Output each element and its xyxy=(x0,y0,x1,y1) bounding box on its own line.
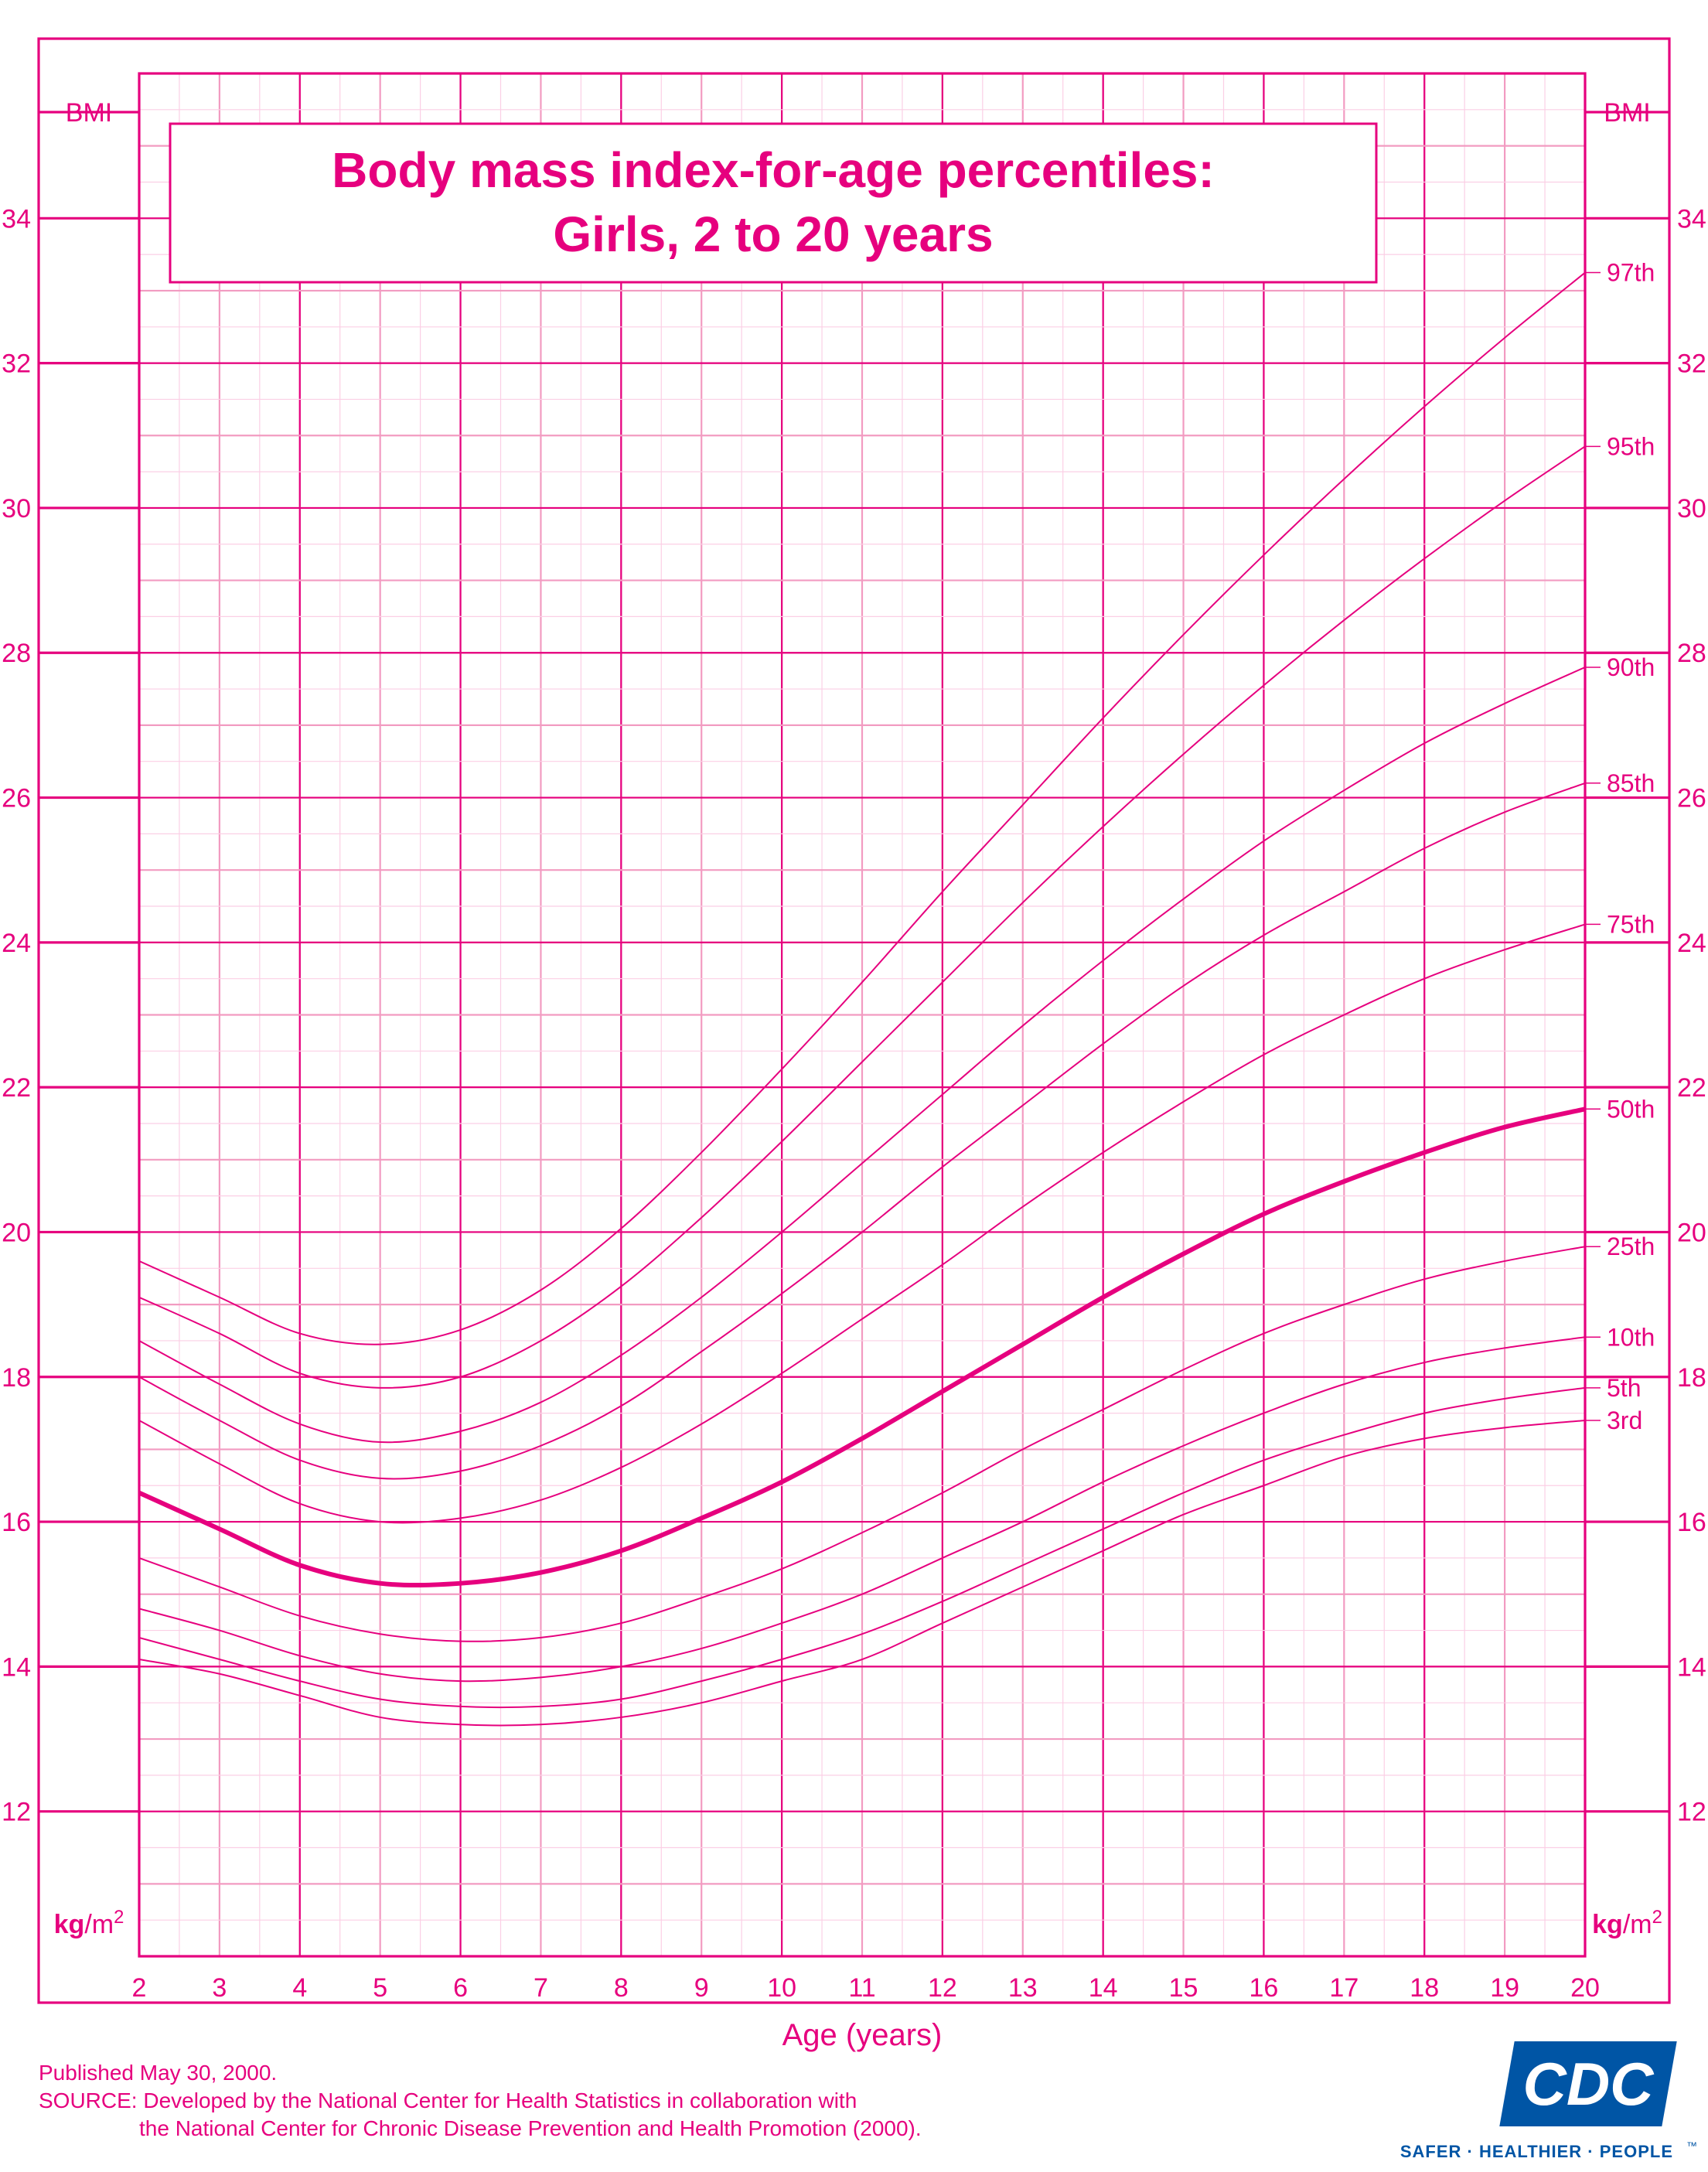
cdc-logo: CDC xyxy=(1499,2041,1676,2131)
y-tick-label-right: 18 xyxy=(1677,1363,1706,1393)
chart-title-line1: Body mass index-for-age percentiles: xyxy=(332,142,1215,198)
x-axis-label: Age (years) xyxy=(782,2018,943,2052)
x-tick-label: 13 xyxy=(1008,1973,1038,2003)
y-tick-label-left: 32 xyxy=(2,349,31,379)
y-tick-label-right: 20 xyxy=(1677,1218,1706,1247)
percentile-label: 5th xyxy=(1607,1374,1641,1402)
y-tick-label-right: 24 xyxy=(1677,929,1706,958)
cdc-tagline: SAFER · HEALTHIER · PEOPLE xyxy=(1400,2142,1673,2161)
y-tick-label-left: 18 xyxy=(2,1363,31,1393)
y-tick-label-left: 28 xyxy=(2,639,31,668)
y-tick-label-left: 30 xyxy=(2,494,31,523)
y-tick-label-right: 22 xyxy=(1677,1073,1706,1103)
y-tick-label-right: 32 xyxy=(1677,349,1706,379)
x-tick-label: 2 xyxy=(132,1973,147,2003)
chart-title-line2: Girls, 2 to 20 years xyxy=(553,206,993,262)
percentile-label: 3rd xyxy=(1607,1407,1642,1434)
y-tick-label-left: 12 xyxy=(2,1798,31,1827)
x-tick-label: 5 xyxy=(373,1973,387,2003)
source-line2: the National Center for Chronic Disease … xyxy=(139,2116,922,2140)
x-tick-label: 15 xyxy=(1169,1973,1198,2003)
x-tick-label: 3 xyxy=(212,1973,227,2003)
y-tick-label-left: 24 xyxy=(2,929,31,958)
y-top-label-left: BMI xyxy=(66,98,112,128)
x-tick-label: 18 xyxy=(1410,1973,1439,2003)
bmi-chart: 234567891011121314151617181920Age (years… xyxy=(0,0,1708,2172)
percentile-label: 50th xyxy=(1607,1095,1655,1123)
x-tick-label: 7 xyxy=(534,1973,548,2003)
x-tick-label: 10 xyxy=(767,1973,796,2003)
x-tick-label: 11 xyxy=(848,1973,875,2003)
x-tick-label: 9 xyxy=(694,1973,709,2003)
y-tick-label-right: 16 xyxy=(1677,1508,1706,1537)
y-tick-label-left: 14 xyxy=(2,1652,31,1682)
grid xyxy=(39,73,1669,1956)
y-tick-label-right: 34 xyxy=(1677,204,1706,234)
y-unit-right: kg/m2 xyxy=(1592,1907,1662,1940)
x-tick-label: 20 xyxy=(1570,1973,1600,2003)
y-tick-label-right: 30 xyxy=(1677,494,1706,523)
y-tick-label-right: 12 xyxy=(1677,1798,1706,1827)
percentile-label: 10th xyxy=(1607,1323,1655,1351)
percentile-label: 25th xyxy=(1607,1233,1655,1260)
x-tick-label: 8 xyxy=(614,1973,629,2003)
percentile-label: 85th xyxy=(1607,769,1655,797)
y-tick-label-right: 28 xyxy=(1677,639,1706,668)
x-tick-label: 12 xyxy=(928,1973,957,2003)
y-top-label-right: BMI xyxy=(1604,98,1650,128)
y-unit-left: kg/m2 xyxy=(54,1907,124,1940)
y-tick-label-left: 26 xyxy=(2,784,31,813)
x-tick-label: 19 xyxy=(1490,1973,1519,2003)
x-tick-label: 16 xyxy=(1249,1973,1279,2003)
y-tick-label-left: 20 xyxy=(2,1218,31,1247)
percentile-label: 75th xyxy=(1607,910,1655,938)
y-tick-label-left: 22 xyxy=(2,1073,31,1103)
percentile-label: 95th xyxy=(1607,432,1655,460)
source-line1: SOURCE: Developed by the National Center… xyxy=(39,2088,857,2112)
x-tick-label: 14 xyxy=(1089,1973,1118,2003)
y-tick-label-left: 16 xyxy=(2,1508,31,1537)
x-tick-label: 6 xyxy=(453,1973,468,2003)
tm-mark: ™ xyxy=(1686,2140,1697,2152)
published-text: Published May 30, 2000. xyxy=(39,2061,277,2085)
y-tick-label-right: 26 xyxy=(1677,784,1706,813)
x-tick-label: 17 xyxy=(1329,1973,1359,2003)
y-tick-label-right: 14 xyxy=(1677,1652,1706,1682)
cdc-logo-text: CDC xyxy=(1523,2050,1655,2118)
x-tick-label: 4 xyxy=(292,1973,307,2003)
percentile-label: 90th xyxy=(1607,653,1655,681)
y-tick-label-left: 34 xyxy=(2,204,31,234)
percentile-label: 97th xyxy=(1607,259,1655,287)
